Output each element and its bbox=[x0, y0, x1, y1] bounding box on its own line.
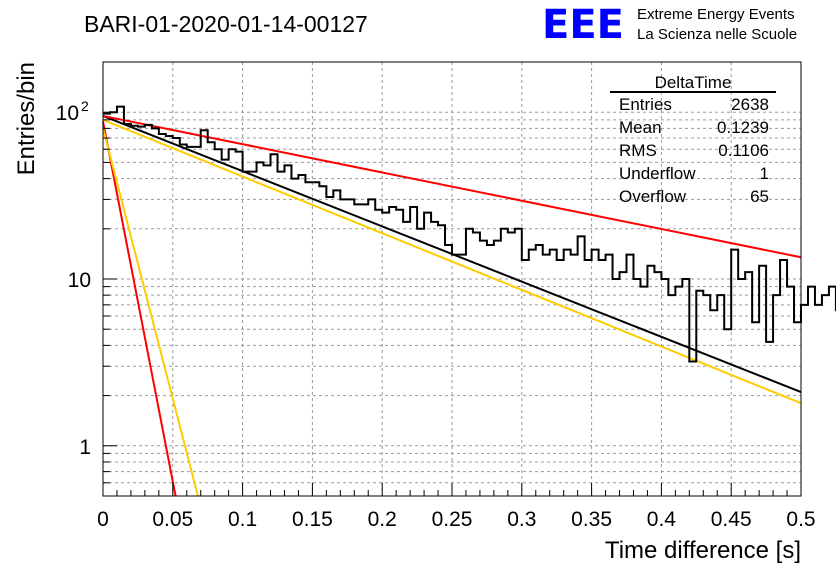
x-tick-label: 0.3 bbox=[507, 508, 536, 531]
x-tick-label: 0 bbox=[97, 508, 109, 531]
grid-lines bbox=[103, 62, 801, 496]
x-tick-label: 0.45 bbox=[711, 508, 752, 531]
x-tick-label: 0.4 bbox=[647, 508, 677, 531]
stats-value: 0.1239 bbox=[717, 118, 769, 137]
x-tick-label: 0.25 bbox=[432, 508, 473, 531]
x-tick-label: 0.35 bbox=[571, 508, 612, 531]
y-tick-label: 10 bbox=[68, 269, 91, 292]
stats-label: Entries bbox=[619, 95, 672, 114]
y-axis-label: Entries/bin bbox=[13, 62, 40, 175]
x-tick-label: 0.05 bbox=[152, 508, 193, 531]
logo-line-2: La Scienza nelle Scuole bbox=[637, 26, 797, 43]
plot-frame bbox=[102, 61, 802, 497]
x-tick-label: 0.1 bbox=[228, 508, 257, 531]
curve-component-fast bbox=[102, 121, 177, 497]
y-tick-label: 1 bbox=[79, 436, 91, 459]
stats-label: RMS bbox=[619, 141, 657, 160]
stats-value: 65 bbox=[750, 187, 769, 206]
stats-label: Mean bbox=[619, 118, 662, 137]
chart-title: BARI-01-2020-01-14-00127 bbox=[84, 11, 368, 37]
x-tick-label: 0.15 bbox=[292, 508, 333, 531]
x-tick-label: 0.5 bbox=[786, 508, 815, 531]
logo-mark: EEE bbox=[542, 2, 624, 48]
eee-logo: EEE Extreme Energy Events La Scienza nel… bbox=[542, 2, 797, 48]
stats-value: 2638 bbox=[731, 95, 769, 114]
logo-line-1: Extreme Energy Events bbox=[637, 6, 795, 23]
stats-label: Overflow bbox=[619, 187, 687, 206]
curve-model-fast bbox=[102, 128, 199, 497]
stats-value: 0.1106 bbox=[718, 141, 769, 160]
y-tick-label: 10 bbox=[56, 102, 79, 125]
x-axis-label: Time difference [s] bbox=[605, 537, 801, 564]
stats-value: 1 bbox=[760, 164, 769, 183]
curve-model-slow bbox=[102, 118, 802, 405]
stats-box: DeltaTime Entries 2638 Mean 0.1239 RMS 0.1106… bbox=[610, 73, 776, 206]
curve-component-slow bbox=[102, 114, 802, 259]
stats-label: Underflow bbox=[619, 164, 696, 183]
axes: 0 0.05 0.1 0.15 0.2 0.25 0.3 0.35 0.4 0.45 0.510 21… bbox=[56, 61, 816, 531]
y-tick-exponent: 2 bbox=[81, 98, 89, 114]
stats-title: DeltaTime bbox=[655, 73, 732, 92]
x-tick-label: 0.2 bbox=[368, 508, 397, 531]
